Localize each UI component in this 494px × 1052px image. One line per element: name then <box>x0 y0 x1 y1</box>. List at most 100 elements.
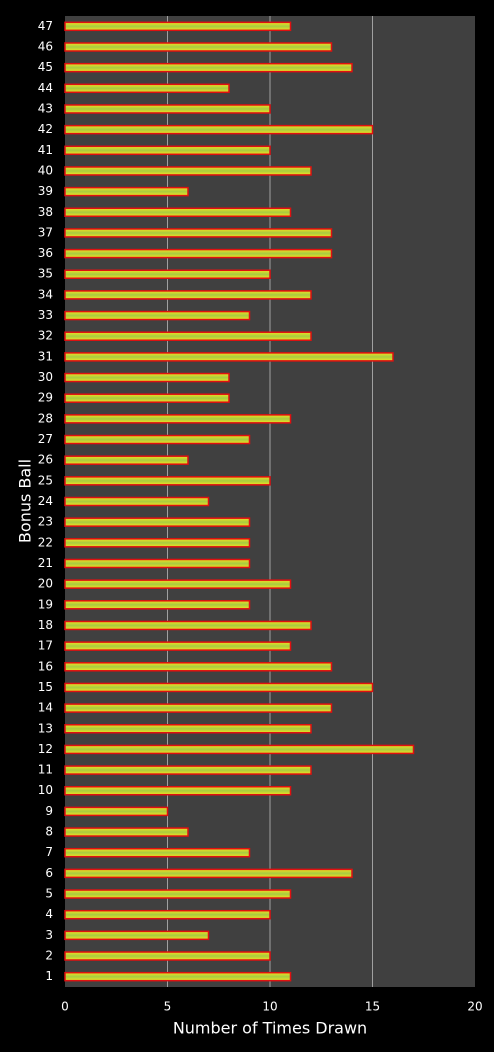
x-tick-label: 5 <box>164 1000 172 1014</box>
bar <box>64 847 251 858</box>
bar <box>64 455 189 465</box>
bar <box>64 724 312 734</box>
y-tick-label: 35 <box>38 267 53 281</box>
bar <box>64 951 271 961</box>
bar <box>64 558 251 569</box>
bar <box>64 207 292 218</box>
bar <box>64 517 251 527</box>
y-tick-label: 33 <box>38 308 53 322</box>
y-tick-label: 38 <box>38 205 53 219</box>
bar <box>64 682 374 693</box>
y-tick-label: 13 <box>38 721 53 735</box>
y-tick-label: 4 <box>45 907 53 921</box>
y-tick-label: 17 <box>38 639 53 653</box>
bar <box>64 538 251 548</box>
y-tick-label: 2 <box>45 949 53 963</box>
bar <box>64 868 353 879</box>
bar <box>64 21 292 32</box>
y-tick-label: 21 <box>38 556 53 570</box>
y-tick-label: 26 <box>38 453 53 467</box>
bar <box>64 269 271 279</box>
y-tick-label: 14 <box>38 701 53 715</box>
y-tick-label: 5 <box>45 887 53 901</box>
bar <box>64 662 333 672</box>
bar <box>64 352 394 362</box>
x-tick-label: 10 <box>262 1000 277 1014</box>
y-tick-label: 34 <box>38 287 53 301</box>
y-tick-label: 24 <box>38 494 53 508</box>
y-axis-title: Bonus Ball <box>16 459 35 543</box>
bar <box>64 83 230 94</box>
y-tick-label: 19 <box>38 597 53 611</box>
y-tick-label: 18 <box>38 618 53 632</box>
bar <box>64 579 292 589</box>
bar <box>64 889 292 899</box>
y-tick-label: 11 <box>38 763 53 777</box>
bar <box>64 393 230 403</box>
bar <box>64 104 271 114</box>
y-tick-label: 12 <box>38 742 53 756</box>
bar <box>64 600 251 610</box>
y-tick-label: 43 <box>38 101 53 115</box>
y-tick-label: 20 <box>38 577 53 591</box>
y-tick-label: 1 <box>45 969 53 983</box>
y-tick-label: 44 <box>38 81 53 95</box>
y-tick-label: 9 <box>45 804 53 818</box>
bar <box>64 228 333 238</box>
bar <box>64 124 374 135</box>
y-tick-label: 40 <box>38 163 53 177</box>
y-tick-label: 36 <box>38 246 53 260</box>
y-tick-label: 25 <box>38 473 53 487</box>
y-tick-label: 46 <box>38 39 53 53</box>
bar <box>64 909 271 920</box>
x-tick-label: 15 <box>365 1000 380 1014</box>
y-tick-label: 6 <box>45 866 53 880</box>
bar <box>64 827 189 837</box>
y-tick-label: 39 <box>38 184 53 198</box>
y-tick-label: 8 <box>45 825 53 839</box>
x-axis-title: Number of Times Drawn <box>173 1019 367 1038</box>
bar <box>64 331 312 341</box>
y-tick-label: 7 <box>45 845 53 859</box>
bar <box>64 930 210 941</box>
y-tick-label: 28 <box>38 411 53 425</box>
y-tick-label: 47 <box>38 19 53 33</box>
bar <box>64 310 251 321</box>
bar <box>64 414 292 424</box>
x-tick-label: 0 <box>61 1000 69 1014</box>
y-tick-label: 27 <box>38 432 53 446</box>
y-tick-label: 31 <box>38 349 53 363</box>
y-tick-label: 32 <box>38 329 53 343</box>
bar <box>64 62 353 73</box>
bar <box>64 248 333 259</box>
bar <box>64 496 210 507</box>
x-tick-label: 20 <box>467 1000 482 1014</box>
y-tick-label: 15 <box>38 680 53 694</box>
bar <box>64 744 415 755</box>
bar <box>64 703 333 713</box>
bar <box>64 641 292 651</box>
y-tick-label: 42 <box>38 122 53 136</box>
bar <box>64 765 312 775</box>
bar <box>64 166 312 176</box>
bar <box>64 145 271 156</box>
y-tick-label: 22 <box>38 535 53 549</box>
y-tick-label: 37 <box>38 225 53 239</box>
bar <box>64 785 292 796</box>
bar <box>64 806 169 817</box>
bar <box>64 372 230 383</box>
y-tick-label: 16 <box>38 659 53 673</box>
y-tick-label: 41 <box>38 143 53 157</box>
bar <box>64 476 271 486</box>
y-tick-label: 3 <box>45 928 53 942</box>
y-tick-label: 45 <box>38 60 53 74</box>
y-tick-label: 10 <box>38 783 53 797</box>
y-tick-label: 30 <box>38 370 53 384</box>
bar <box>64 434 251 445</box>
bar <box>64 971 292 982</box>
bar <box>64 620 312 631</box>
y-tick-label: 23 <box>38 515 53 529</box>
bar <box>64 290 312 300</box>
